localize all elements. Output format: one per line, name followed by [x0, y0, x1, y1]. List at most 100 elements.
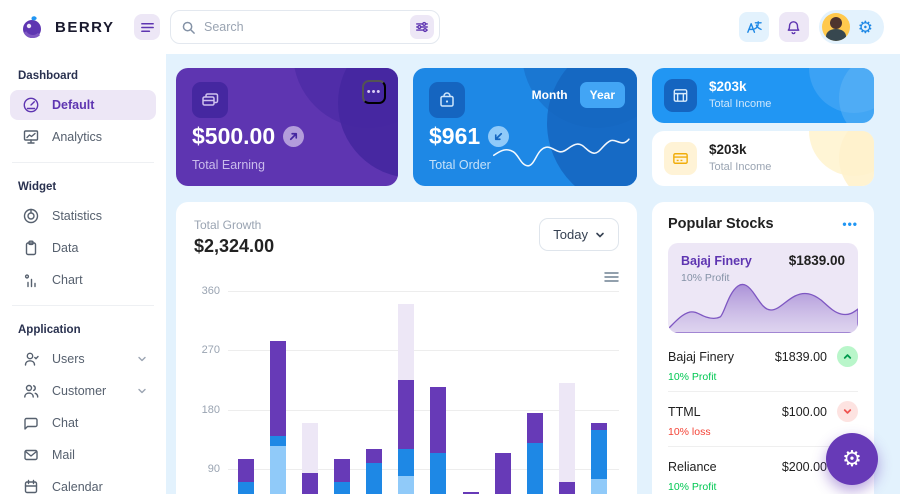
earning-more-button[interactable]: •••	[362, 80, 386, 104]
app-header: BERRY	[0, 0, 900, 54]
sidebar-item-calendar[interactable]: Calendar	[10, 472, 156, 494]
sidebar: Dashboard Default Analytics Widget Statistic…	[0, 54, 166, 494]
stocks-title: Popular Stocks	[668, 216, 774, 232]
purple-segment	[526, 413, 543, 443]
income-cards-column: $203k Total Income $203k Total Income	[652, 68, 874, 186]
featured-stock-note: 10% Profit	[681, 272, 730, 284]
sidebar-item-label: Data	[52, 241, 79, 255]
stacked-bar[interactable]	[430, 386, 447, 494]
brand[interactable]: BERRY	[20, 14, 134, 40]
toggle-month[interactable]: Month	[522, 82, 578, 108]
stock-change: 10% loss	[668, 426, 711, 438]
order-amount: $961	[429, 123, 481, 149]
search-icon	[181, 20, 196, 35]
stacked-bar[interactable]	[238, 459, 254, 494]
purple-segment	[238, 459, 254, 483]
stocks-more-button[interactable]: •••	[842, 217, 858, 231]
featured-stock-price: $1839.00	[788, 253, 845, 268]
lavender-segment	[558, 383, 575, 483]
featured-area-chart	[668, 283, 858, 333]
sidebar-item-chat[interactable]: Chat	[10, 408, 156, 438]
sidebar-item-default[interactable]: Default	[10, 90, 156, 120]
purple-segment	[494, 452, 511, 494]
stacked-bar[interactable]	[462, 492, 479, 494]
purple-segment	[302, 472, 319, 494]
users-icon	[22, 350, 40, 368]
stacked-bar[interactable]	[302, 423, 319, 494]
earning-amount: $500.00	[192, 123, 276, 149]
main-content: ••• $500.00 Total Earning Month Year $961	[166, 54, 900, 494]
gridline	[228, 350, 619, 352]
earning-label: Total Earning	[192, 158, 265, 172]
growth-title: Total Growth	[194, 218, 262, 232]
period-select-button[interactable]: Today	[539, 218, 619, 251]
sidebar-item-label: Mail	[52, 448, 75, 462]
stacked-bar[interactable]	[494, 452, 511, 494]
stock-price: $1839.00	[774, 349, 827, 364]
total-income-light-card: $203k Total Income	[652, 131, 874, 186]
featured-stock-panel[interactable]: Bajaj Finery $1839.00 10% Profit	[668, 243, 858, 333]
brand-name: BERRY	[55, 18, 115, 36]
sidebar-item-label: Calendar	[52, 480, 103, 494]
stacked-bar[interactable]	[526, 413, 543, 494]
order-sparkline	[493, 138, 630, 167]
bars-group	[228, 291, 617, 494]
sidebar-item-data[interactable]: Data	[10, 233, 156, 263]
stock-price: $200.00	[781, 459, 827, 474]
search-input[interactable]	[204, 20, 402, 34]
income-light-label: Total Income	[709, 161, 772, 173]
order-period-toggle: Month Year	[522, 82, 625, 108]
stacked-bar[interactable]	[558, 383, 575, 494]
stacked-bar[interactable]	[366, 449, 383, 494]
hamburger-icon	[140, 20, 155, 35]
stock-name: Reliance	[668, 459, 717, 474]
income-light-amount: $203k	[709, 142, 747, 157]
blue-segment	[590, 429, 607, 480]
total-order-card: Month Year $961 Total Order	[413, 68, 637, 186]
language-button[interactable]	[738, 12, 769, 42]
stacked-bar[interactable]	[334, 459, 351, 494]
sidebar-item-chart[interactable]: Chart	[10, 265, 156, 295]
sidebar-item-users[interactable]: Users	[10, 344, 156, 374]
shopping-bag-icon	[429, 82, 465, 118]
purple-segment	[462, 492, 479, 494]
menu-toggle-button[interactable]	[134, 14, 160, 40]
trend-down-icon	[488, 126, 510, 147]
chart-menu-button[interactable]	[194, 271, 619, 283]
sidebar-item-label: Analytics	[52, 130, 103, 144]
stacked-bar[interactable]	[590, 423, 607, 494]
sidebar-item-label: Customer	[52, 384, 107, 398]
stock-row[interactable]: TTML $100.00 10% loss	[668, 392, 858, 447]
sidebar-item-label: Statistics	[52, 209, 103, 223]
translate-icon	[745, 19, 763, 36]
sidebar-item-analytics[interactable]: Analytics	[10, 122, 156, 152]
stacked-bar[interactable]	[398, 304, 415, 494]
y-axis-tick: 180	[201, 403, 220, 416]
purple-segment	[558, 482, 575, 494]
customize-fab-button[interactable]: ⚙	[826, 433, 878, 485]
blue-segment	[430, 452, 447, 494]
chevron-down-icon	[136, 353, 148, 365]
profile-menu[interactable]: ⚙	[818, 10, 884, 44]
light-blue-segment	[590, 479, 607, 494]
stock-row[interactable]: Bajaj Finery $1839.00 10% Profit	[668, 337, 858, 392]
blue-segment	[270, 436, 287, 447]
trend-up-icon	[283, 126, 305, 147]
analytics-icon	[22, 128, 40, 146]
growth-bar-chart: 360 270 180 90	[194, 285, 619, 494]
stacked-bar[interactable]	[270, 340, 287, 494]
sidebar-item-mail[interactable]: Mail	[10, 440, 156, 470]
gridline	[228, 409, 619, 411]
total-growth-card: Total Growth $2,324.00 Today 360	[176, 202, 637, 494]
sidebar-item-label: Chart	[52, 273, 83, 287]
income-blue-label: Total Income	[709, 98, 772, 110]
data-icon	[22, 239, 40, 257]
notifications-button[interactable]	[778, 12, 809, 42]
light-blue-segment	[398, 475, 415, 494]
sidebar-item-customer[interactable]: Customer	[10, 376, 156, 406]
sidebar-item-statistics[interactable]: Statistics	[10, 201, 156, 231]
purple-segment	[334, 459, 351, 483]
toggle-year[interactable]: Year	[579, 82, 625, 108]
stock-name: Bajaj Finery	[668, 349, 734, 364]
search-filter-button[interactable]	[410, 15, 434, 39]
